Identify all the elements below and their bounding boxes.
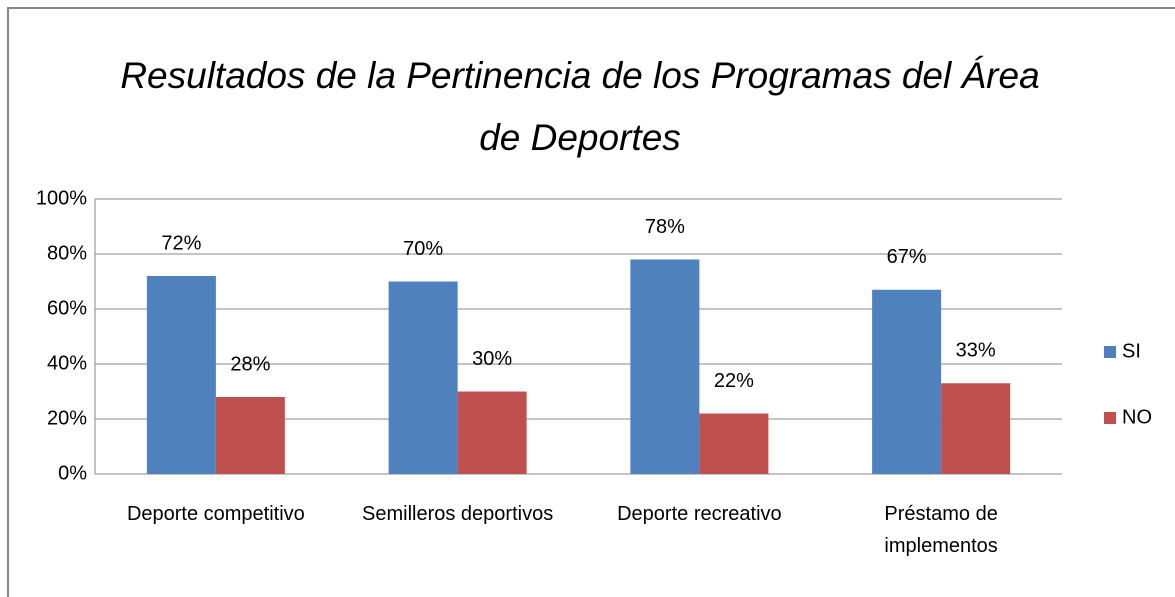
legend-label: NO bbox=[1122, 406, 1152, 428]
y-tick-label: 100% bbox=[36, 187, 87, 209]
data-label: 70% bbox=[403, 238, 443, 260]
y-tick-label: 60% bbox=[47, 297, 87, 319]
bar bbox=[872, 289, 942, 474]
y-tick-label: 40% bbox=[47, 352, 87, 374]
bar bbox=[941, 383, 1011, 474]
legend-label: SI bbox=[1122, 340, 1141, 362]
data-label: 22% bbox=[714, 370, 754, 392]
legend-swatch bbox=[1104, 346, 1116, 358]
y-tick-label: 20% bbox=[47, 407, 87, 429]
bar bbox=[388, 281, 458, 474]
bar bbox=[215, 397, 285, 474]
legend-swatch bbox=[1104, 412, 1116, 424]
chart-border bbox=[7, 7, 1175, 597]
data-label: 33% bbox=[956, 340, 996, 362]
x-tick-label: Préstamo de implementos bbox=[884, 503, 998, 557]
data-label: 67% bbox=[887, 246, 927, 268]
x-tick-label: Deporte competitivo bbox=[126, 503, 305, 525]
bar bbox=[699, 413, 769, 474]
data-label: 28% bbox=[230, 353, 270, 375]
y-tick-label: 80% bbox=[47, 242, 87, 264]
chart-title: Resultados de la Pertinencia de los Prog… bbox=[120, 55, 1040, 158]
data-label: 72% bbox=[161, 232, 201, 254]
y-tick-label: 0% bbox=[58, 462, 87, 484]
x-tick-label: Deporte recreativo bbox=[617, 503, 782, 525]
bar bbox=[630, 259, 700, 474]
bar bbox=[146, 276, 216, 474]
x-tick-label: Semilleros deportivos bbox=[362, 503, 554, 525]
bar bbox=[457, 391, 527, 474]
data-label: 78% bbox=[645, 216, 685, 238]
data-label: 30% bbox=[472, 348, 512, 370]
